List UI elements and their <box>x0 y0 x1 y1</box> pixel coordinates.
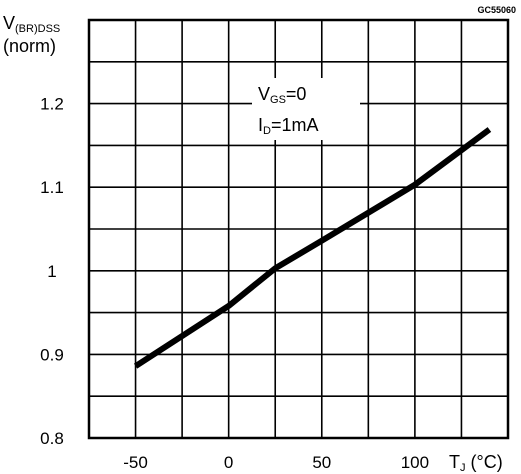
plot-frame <box>87 18 510 440</box>
y-tick-label: 1 <box>47 262 56 281</box>
annotation-id: ID=1mA <box>258 115 319 137</box>
x-tick-labels: -50 0 50 100 <box>123 453 429 472</box>
x-tick-label: 50 <box>312 453 331 472</box>
x-tick-label: 100 <box>401 453 429 472</box>
x-axis-label: TJ (°C) <box>449 452 503 474</box>
series-line <box>133 127 492 369</box>
y-axis-label: V(BR)DSS <box>3 13 60 35</box>
y-axis-label-second: (norm) <box>3 36 56 56</box>
y-tick-label: 0.8 <box>40 429 64 448</box>
y-tick-label: 0.9 <box>40 345 64 364</box>
x-tick-label: -50 <box>123 453 148 472</box>
grid <box>89 20 508 438</box>
y-tick-label: 1.2 <box>40 95 64 114</box>
x-tick-label: 0 <box>224 453 233 472</box>
y-tick-label: 1.1 <box>40 178 64 197</box>
y-tick-labels: 0.8 0.9 1 1.1 1.2 <box>40 95 64 448</box>
annotation-background <box>252 78 360 140</box>
figure-code: GC55060 <box>477 5 516 15</box>
annotation-vgs: VGS=0 <box>258 84 306 106</box>
